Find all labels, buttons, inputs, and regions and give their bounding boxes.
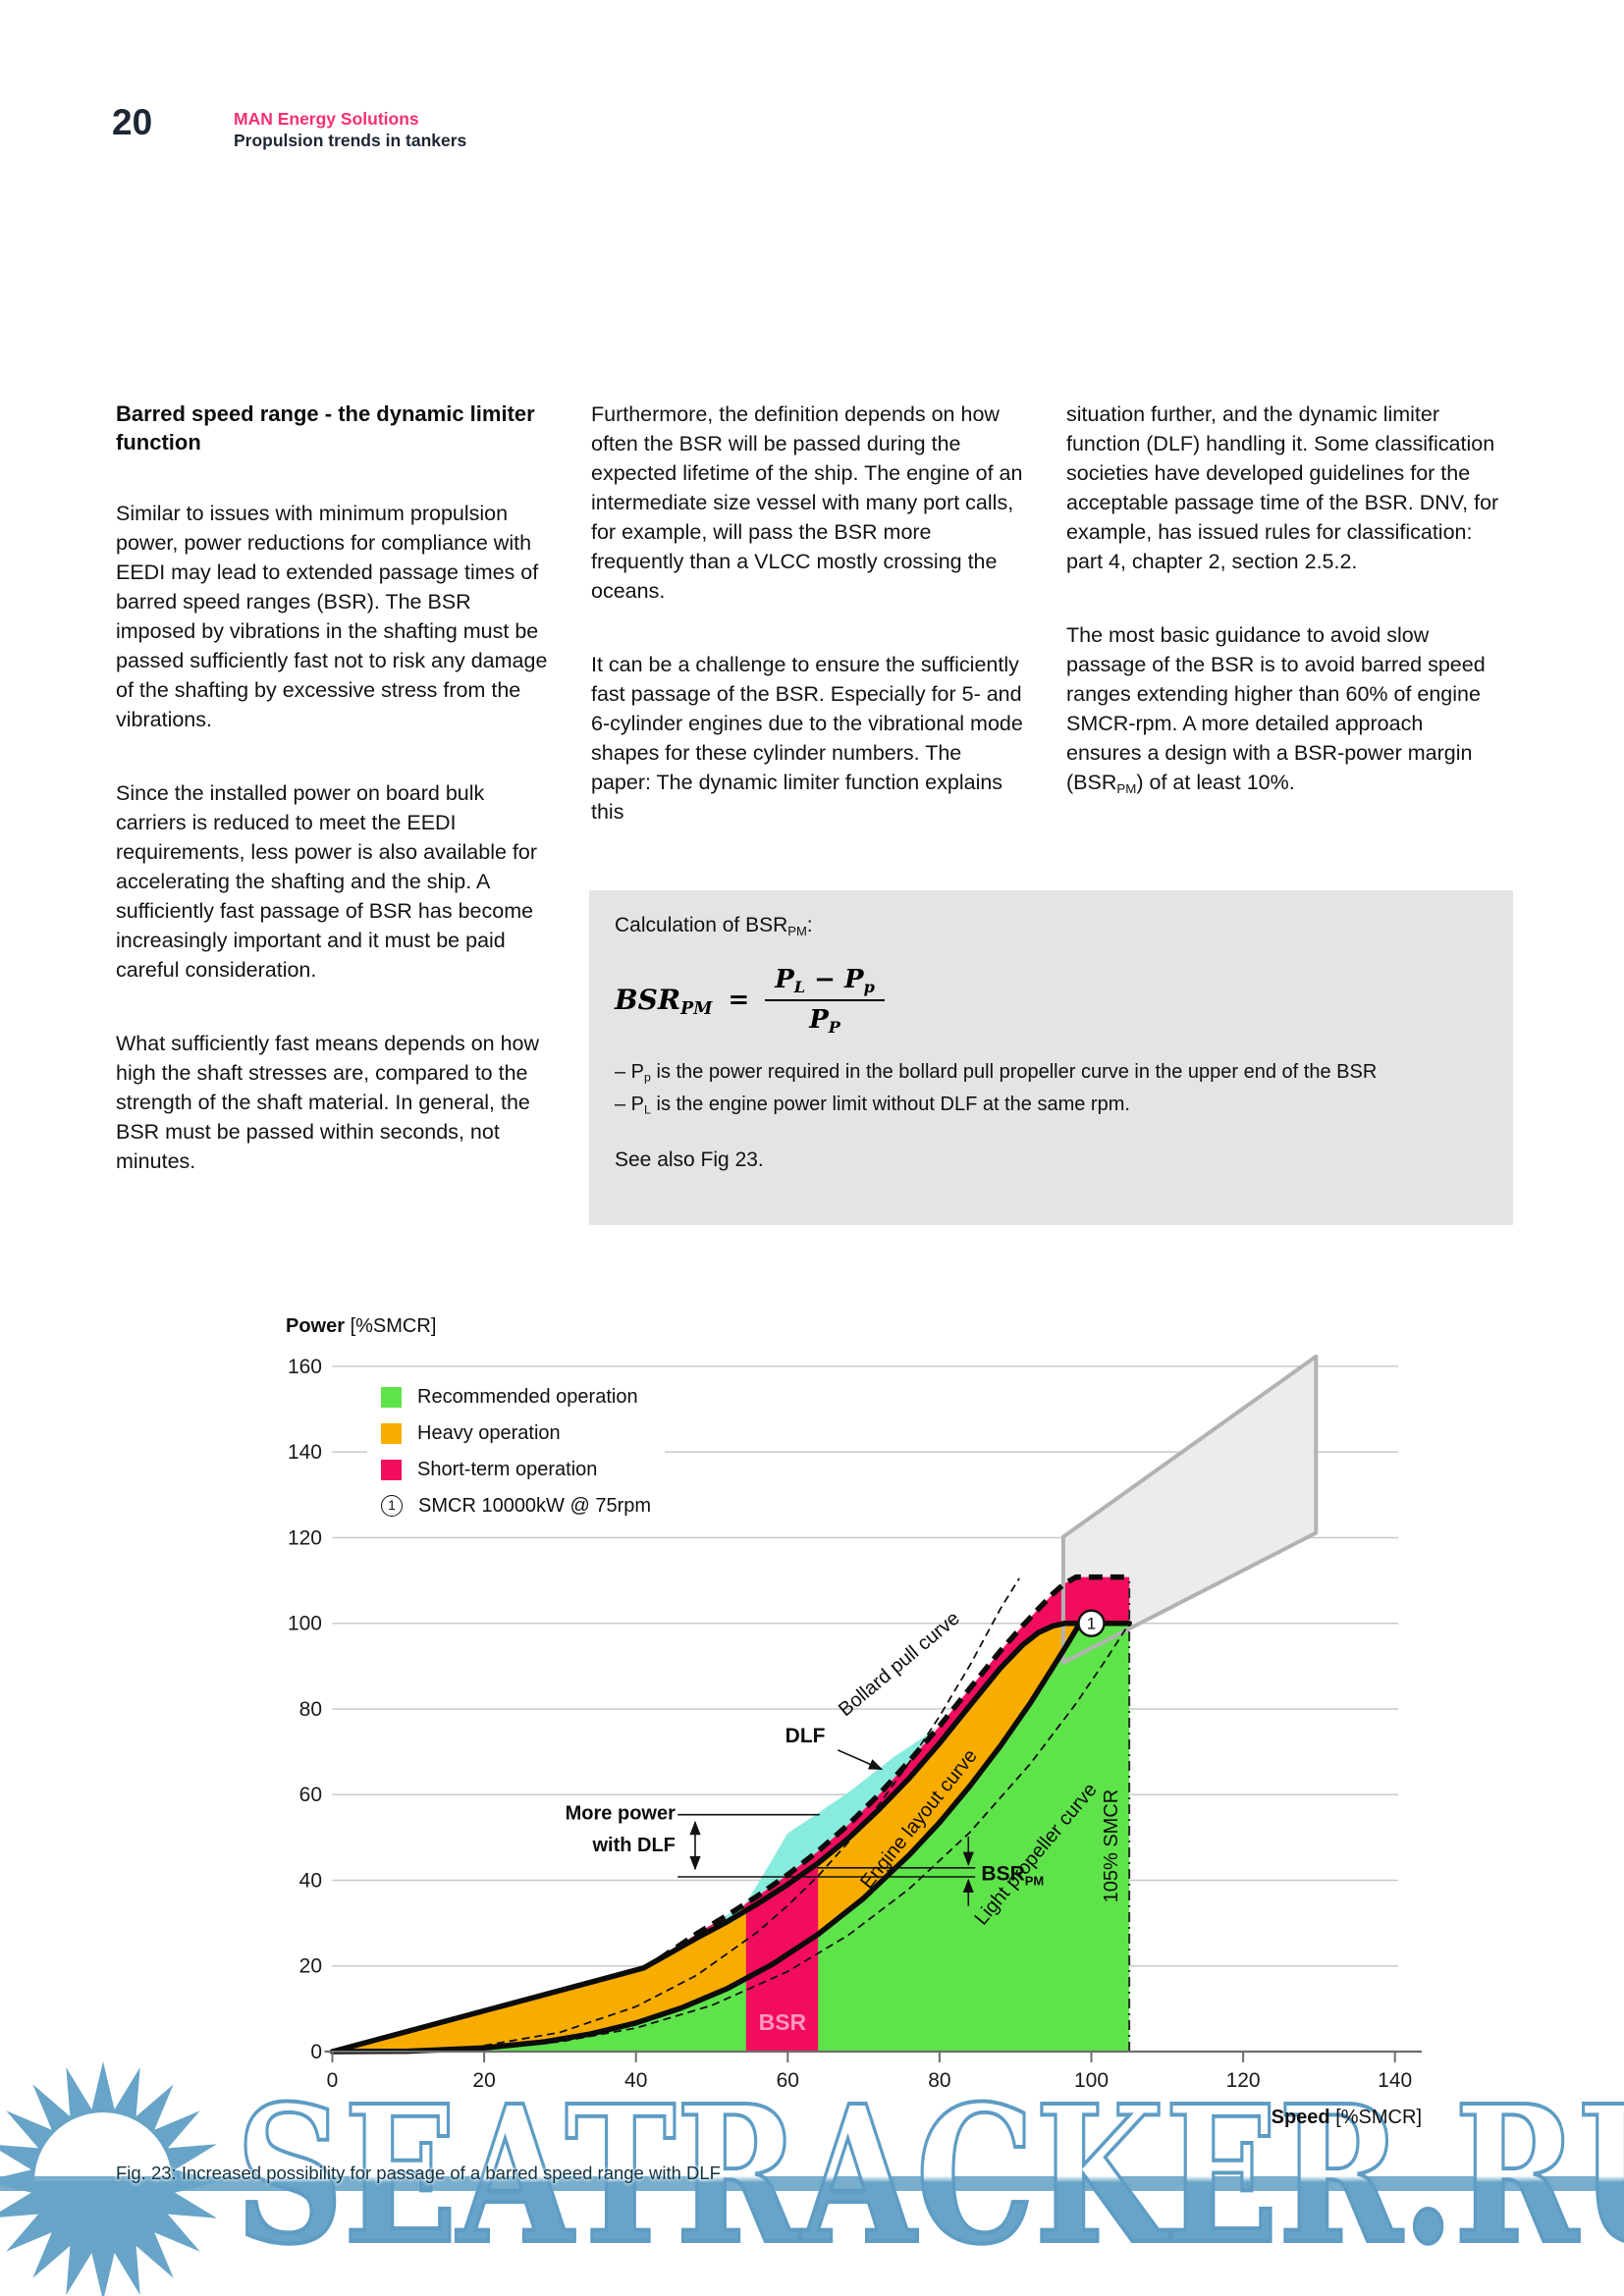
y-tick-label: 20: [299, 1955, 322, 1978]
watermark: SEATRACKER.RU: [0, 2061, 1624, 2296]
legend-swatch-pink: [381, 1459, 402, 1480]
smcr-point-marker: [1077, 1609, 1106, 1637]
paragraph: situation further, and the dynamic limit…: [1066, 402, 1499, 573]
x-tick-label: 60: [777, 2069, 799, 2092]
x-tick-label: 140: [1378, 2069, 1412, 2092]
section-heading: Barred speed range - the dynamic limiter…: [116, 401, 535, 454]
y-tick-label: 40: [299, 1869, 322, 1892]
brand-subtitle: Propulsion trends in tankers: [234, 131, 467, 150]
chart-legend: Recommended operation Heavy operation Sh…: [367, 1378, 666, 1533]
paragraph: It can be a challenge to ensure the suff…: [591, 653, 1023, 824]
engine-layout-curve: [329, 1620, 1132, 2055]
figure-caption: Fig. 23: Increased possibility for passa…: [116, 2163, 721, 2183]
bsr-label: BSR: [759, 2009, 807, 2035]
heavy-propeller-curve: [329, 1620, 1083, 2055]
see-also-note: See also Fig 23.: [615, 1148, 764, 1171]
calc-title: Calculation of BSRPM:: [615, 914, 813, 938]
dlf-label: DLF: [785, 1725, 826, 1747]
light-propeller-curve: [423, 1623, 1130, 2053]
x-tick-label: 40: [624, 2069, 647, 2092]
watermark-stripe: [0, 2176, 1624, 2191]
sun-horizon: [34, 2112, 172, 2181]
y-tick-label: 0: [310, 2041, 322, 2063]
y-tick-label: 60: [299, 1784, 322, 1806]
y-tick-label: 80: [299, 1698, 322, 1721]
recommended-region: [332, 1623, 1130, 2052]
paragraph: Furthermore, the definition depends on h…: [591, 402, 1023, 603]
paragraph: What sufficiently fast means depends on …: [116, 1032, 540, 1173]
subscript: PM: [1116, 780, 1137, 796]
x-tick-label: 0: [327, 2069, 339, 2092]
text-column-3: situation further, and the dynamic limit…: [1066, 400, 1502, 841]
smcr-point-number: 1: [1087, 1615, 1096, 1633]
more-power-label-1: More power: [566, 1803, 676, 1825]
legend-item-heavy: Heavy operation: [381, 1422, 651, 1444]
legend-item-short-term: Short-term operation: [381, 1459, 651, 1480]
dlf-gain-region: [696, 1726, 939, 1939]
more-power-label-2: with DLF: [591, 1835, 675, 1856]
header-brand: MAN Energy Solutions Propulsion trends i…: [234, 108, 466, 151]
legend-swatch-green: [381, 1386, 402, 1408]
watermark-text: SEATRACKER.RU: [236, 2065, 1624, 2286]
x-tick-label: 100: [1074, 2069, 1109, 2092]
y-tick-label: 140: [288, 1441, 322, 1464]
paragraph: The most basic guidance to avoid slow pa…: [1066, 623, 1486, 796]
y-tick-label: 160: [288, 1356, 322, 1378]
x-axis-title: Speed [%SMCR]: [1271, 2107, 1422, 2128]
paragraph: Since the installed power on board bulk …: [116, 781, 538, 982]
legend-swatch-orange: [381, 1422, 402, 1444]
layout-diagram-outline: [1060, 1354, 1319, 1665]
page-number: 20: [112, 102, 153, 142]
bullet-pl: – PL is the engine power limit without D…: [615, 1094, 1130, 1117]
x-tick-label: 20: [472, 2069, 495, 2092]
circled-1-icon: 1: [381, 1495, 403, 1517]
bollard-pull-curve: [483, 1577, 1020, 2047]
x-tick-label: 120: [1226, 2069, 1261, 2092]
smcr-105-label: 105% SMCR: [1101, 1789, 1122, 1903]
bsr-pm-formula: BSRPM = PL − Pp PP: [615, 965, 1488, 1035]
legend-item-smcr: 1 SMCR 10000kW @ 75rpm: [381, 1495, 651, 1517]
legend-item-recommended: Recommended operation: [381, 1386, 651, 1408]
arrow: [837, 1749, 884, 1771]
y-axis-title: Power [%SMCR]: [286, 1315, 437, 1337]
text-column-1: Barred speed range - the dynamic limiter…: [116, 400, 552, 1220]
calculation-box: Calculation of BSRPM: BSRPM = PL − Pp PP…: [589, 890, 1513, 1225]
chart-plot-area: 1: [329, 1354, 1319, 2055]
engine-limit-with-dlf-curve: [657, 1574, 1127, 1962]
x-tick-label: 80: [928, 2069, 950, 2092]
text-column-2: Furthermore, the definition depends on h…: [591, 400, 1027, 871]
bullet-pp: – Pp is the power required in the bollar…: [615, 1061, 1378, 1085]
y-tick-label: 100: [288, 1613, 322, 1635]
bollard-pull-label: Bollard pull curve: [835, 1608, 964, 1721]
calc-bullets: – Pp is the power required in the bollar…: [615, 1056, 1488, 1121]
brand-name: MAN Energy Solutions: [234, 109, 419, 129]
y-tick-label: 120: [288, 1526, 322, 1549]
chart-axes: 0 20 40 60 80 100 120 140 0 20 40 60 80 100 120 140 160: [288, 1356, 1422, 2092]
paragraph: Similar to issues with minimum propulsio…: [116, 502, 548, 731]
